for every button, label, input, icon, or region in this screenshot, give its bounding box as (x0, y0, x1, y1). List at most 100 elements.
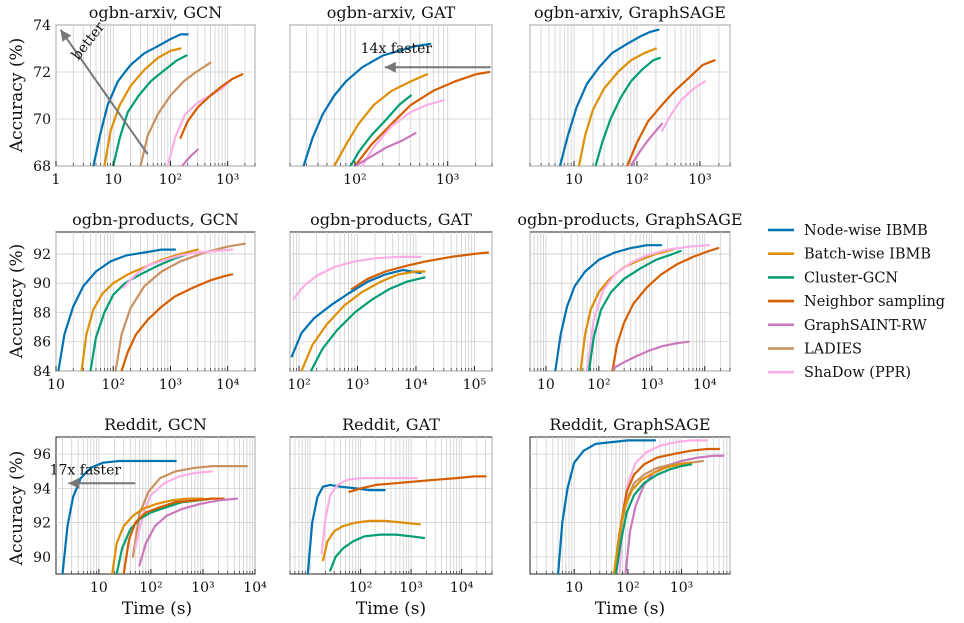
x-tick-label: 10 (565, 172, 583, 188)
series-line-neighbor-sampling (626, 59, 716, 166)
legend-item-node-wise-ibmb: Node-wise IBMB (768, 223, 928, 239)
series-line-cluster-gcn (594, 56, 661, 166)
series-line-graphsaint-rw (629, 122, 664, 166)
legend-label: LADIES (804, 342, 862, 358)
series-line-ladies (139, 61, 212, 166)
x-tick-label: 10⁴ (243, 580, 267, 596)
series-group (557, 439, 725, 574)
series-line-neighbor-sampling (179, 73, 244, 139)
panel-reddit-gcn: 17x faster Reddit, GCN 10 10² 10³ 10⁴ 90 92 94 96 (33, 415, 267, 596)
series-line-shadow-ppr (660, 80, 706, 132)
annotation-arrow-head (60, 29, 72, 42)
x-tick-label: 10² (349, 580, 372, 596)
series-line-cluster-gcn (112, 54, 188, 166)
series-line-cluster-gcn (587, 249, 682, 371)
series-line-neighbor-sampling (350, 251, 489, 291)
series-group (57, 242, 246, 371)
series-line-node-wise-ibmb (61, 459, 177, 574)
y-tick-label: 90 (33, 276, 51, 292)
y-tick-label: 94 (33, 481, 51, 497)
y-axis-label-row-3: Accuracy (%) (7, 451, 27, 566)
series-line-batch-wise-ibmb (80, 248, 199, 371)
series-group (61, 459, 248, 574)
x-tick-label: 10⁴ (693, 377, 717, 393)
x-tick-label: 10⁵ (463, 377, 487, 393)
panel-ogbn-products-gat: ogbn-products, GAT 10² 10³ 10⁴ 10⁵ (287, 210, 493, 393)
legend-item-graphsaint-rw: GraphSAINT-RW (768, 318, 927, 334)
panel-title: ogbn-arxiv, GCN (89, 3, 223, 22)
series-group (302, 42, 491, 166)
x-tick-label: 10² (159, 172, 182, 188)
panel-reddit-graphsage: Reddit, GraphSAGE 10 10² 10³ (529, 415, 731, 596)
panel-title: ogbn-arxiv, GraphSAGE (534, 3, 726, 22)
grid (529, 24, 731, 167)
legend-item-cluster-gcn: Cluster-GCN (768, 270, 898, 286)
panel-ogbn-arxiv-gat: 14x faster ogbn-arxiv, GAT 10² 10³ (289, 3, 493, 188)
panel-reddit-gat: Reddit, GAT 10² 10³ 10⁴ (289, 415, 493, 596)
series-line-node-wise-ibmb (290, 268, 422, 358)
panel-ogbn-arxiv-graphsage: ogbn-arxiv, GraphSAGE 10 10² 10³ (529, 3, 731, 188)
series-line-neighbor-sampling (611, 247, 720, 371)
series-group (92, 33, 244, 166)
y-tick-label: 88 (33, 305, 51, 321)
x-tick-label: 10³ (640, 377, 663, 393)
legend-item-ladies: LADIES (768, 342, 862, 358)
y-axis-label-row-2: Accuracy (%) (7, 244, 27, 359)
series-line-shadow-ppr (361, 99, 445, 166)
x-tick-label: 1 (52, 172, 61, 188)
x-tick-label: 10² (616, 580, 639, 596)
series-group (558, 28, 716, 166)
series-line-cluster-gcn (309, 276, 426, 371)
series-line-graphsaint-rw (181, 148, 199, 166)
series-line-cluster-gcn (329, 533, 426, 572)
x-tick-label: 10⁴ (404, 377, 428, 393)
plot-area (55, 436, 256, 575)
panel-title: ogbn-products, GAT (310, 210, 472, 229)
annotation-label: 14x faster (361, 41, 433, 57)
panel-title: Reddit, GAT (342, 415, 440, 434)
y-tick-label: 92 (33, 516, 51, 532)
x-tick-label: 10² (139, 580, 162, 596)
x-tick-label: 10 (90, 580, 108, 596)
series-line-shadow-ppr (122, 248, 234, 289)
y-tick-label: 86 (33, 335, 51, 351)
x-tick-label: 10⁴ (216, 377, 240, 393)
legend-label: GraphSAINT-RW (804, 318, 927, 334)
series-line-batch-wise-ibmb (111, 497, 205, 574)
legend-item-shadow-ppr: ShaDow (PPR) (768, 365, 911, 381)
x-tick-label: 10⁴ (450, 580, 474, 596)
x-axis-label-col-3: Time (s) (595, 599, 665, 619)
y-tick-label: 96 (33, 447, 51, 463)
x-tick-label: 10³ (399, 580, 422, 596)
legend-label: ShaDow (PPR) (804, 365, 911, 381)
x-tick-label: 10² (287, 377, 310, 393)
series-line-graphsaint-rw (353, 132, 417, 166)
y-tick-label: 92 (33, 247, 51, 263)
panel-ogbn-products-gcn: ogbn-products, GCN 10 10² 10³ 10⁴ 84 86 88 90 92 (33, 210, 256, 393)
x-tick-label: 10² (587, 377, 610, 393)
series-line-node-wise-ibmb (558, 28, 660, 166)
series-line-cluster-gcn (614, 463, 693, 574)
x-tick-label: 10 (565, 580, 583, 596)
y-tick-label: 68 (33, 159, 51, 175)
legend-item-batch-wise-ibmb: Batch-wise IBMB (768, 247, 931, 263)
x-tick-label: 10² (625, 172, 648, 188)
x-tick-label: 10³ (159, 377, 182, 393)
series-line-shadow-ppr (292, 255, 422, 301)
panel-title: Reddit, GraphSAGE (549, 415, 710, 434)
series-line-node-wise-ibmb (557, 439, 657, 574)
series-line-batch-wise-ibmb (579, 248, 674, 371)
legend-label: Neighbor sampling (804, 294, 945, 310)
panel-title: ogbn-products, GraphSAGE (517, 210, 742, 229)
annotation-arrow-head (384, 61, 396, 73)
series-group (554, 244, 720, 371)
series-line-neighbor-sampling (348, 475, 487, 493)
panel-title: Reddit, GCN (104, 415, 207, 434)
series-line-node-wise-ibmb (57, 248, 177, 371)
y-tick-label: 84 (33, 364, 51, 380)
series-line-neighbor-sampling (120, 273, 234, 371)
x-tick-label: 10³ (346, 377, 369, 393)
series-line-node-wise-ibmb (554, 244, 663, 371)
